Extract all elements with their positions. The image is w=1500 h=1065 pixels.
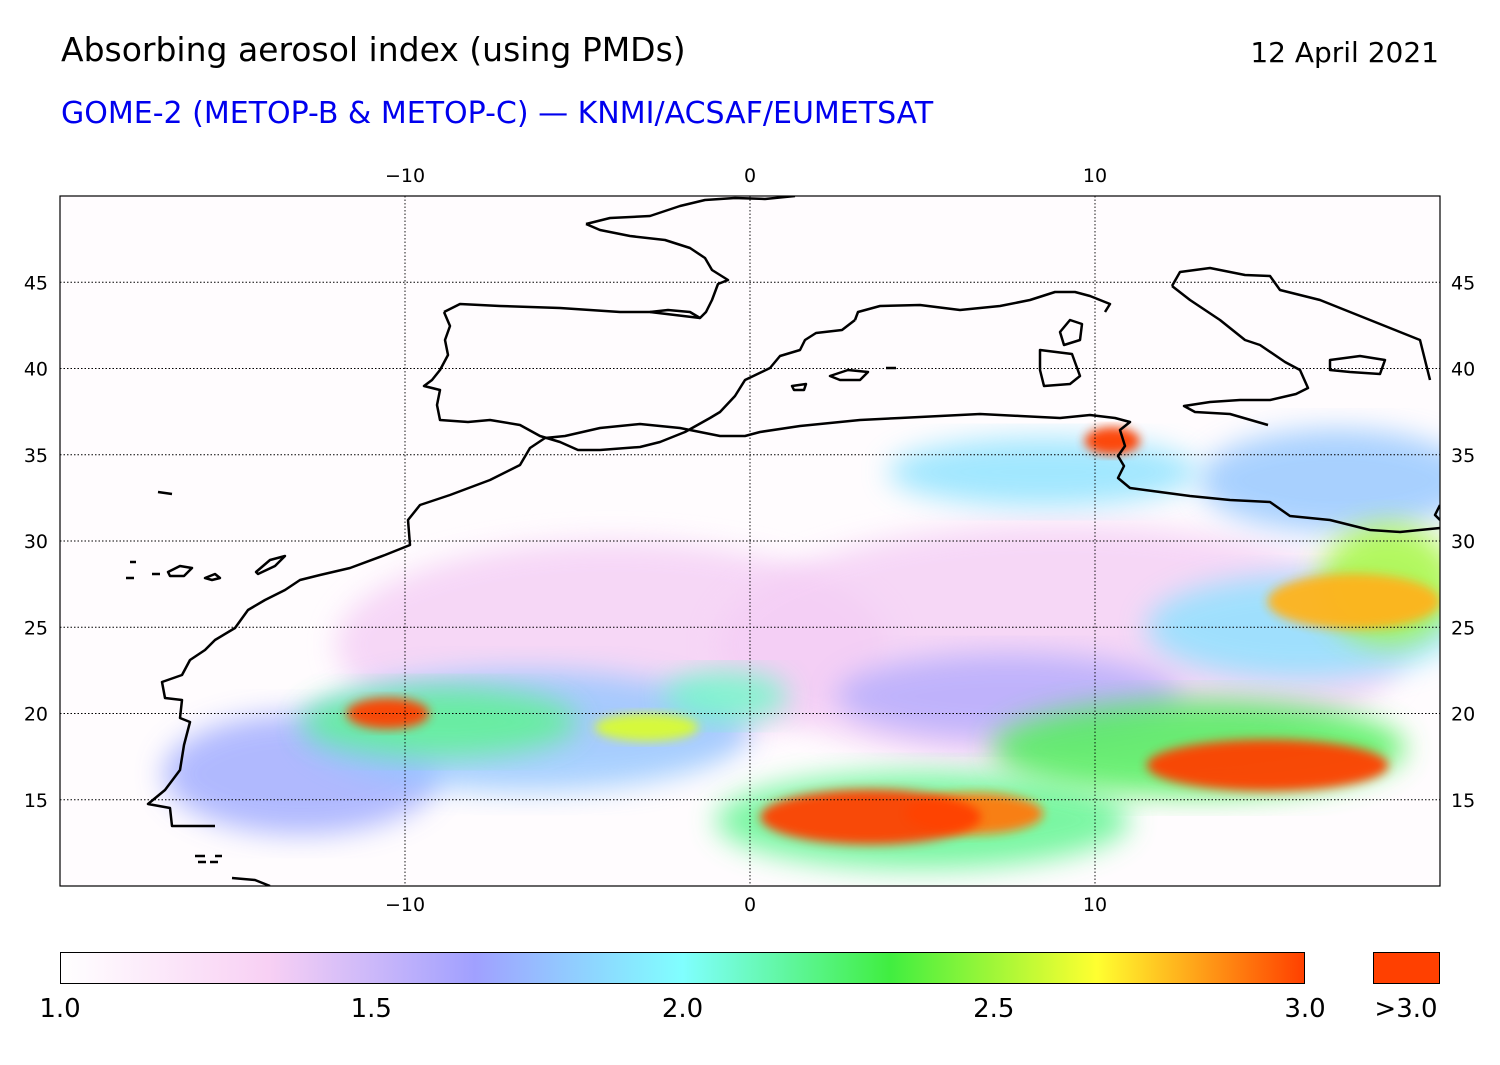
gridlines: [60, 196, 1440, 886]
lon-tick-top: −10: [385, 165, 425, 187]
coast-canaries: [254, 554, 287, 576]
colorbar-tick-label: 3.0: [1284, 994, 1326, 1024]
lat-tick-left: 40: [24, 359, 48, 381]
lon-tick-bottom: 0: [744, 894, 756, 916]
coast-france: [585, 196, 796, 320]
lat-tick-right: 30: [1451, 531, 1475, 553]
lon-tick-top: 0: [744, 165, 756, 187]
aerosol-plume-17: [1084, 427, 1140, 455]
colorbar-over-label: >3.0: [1374, 994, 1438, 1024]
coast-north-africa: [146, 412, 1440, 828]
colorbar-tick-label: 1.0: [39, 994, 81, 1024]
coast-italy: [1170, 266, 1432, 427]
map-subtitle: GOME-2 (METOP-B & METOP-C) — KNMI/ACSAF/…: [61, 96, 934, 131]
colorbar-over-box: [1373, 952, 1440, 984]
colorbar-tick-label: 1.5: [350, 994, 392, 1024]
coast-sardinia: [1038, 348, 1082, 388]
aerosol-plume-7: [888, 437, 1199, 507]
lon-tick-bottom: −10: [385, 894, 425, 916]
aerosol-plume-14: [1267, 573, 1440, 629]
colorbar-tick-label: 2.5: [973, 994, 1015, 1024]
lat-tick-left: 30: [24, 531, 48, 553]
coast-corsica: [1058, 318, 1084, 347]
lat-tick-right: 15: [1451, 790, 1475, 812]
lat-tick-right: 35: [1451, 445, 1475, 467]
lat-tick-right: 45: [1451, 272, 1475, 294]
colorbar-tick-label: 2.0: [661, 994, 704, 1024]
lat-tick-left: 15: [24, 790, 48, 812]
aerosol-plume-4: [1198, 428, 1440, 533]
aerosol-map: −10 −10 0 0 10 10 45 45 40 40 35 35 30 30 25 25 20 20 15 15: [24, 165, 1475, 916]
lat-tick-left: 35: [24, 445, 48, 467]
aerosol-plume-10: [301, 687, 578, 757]
lat-tick-right: 25: [1451, 617, 1475, 639]
lat-tick-right: 40: [1451, 359, 1475, 381]
aerosol-plume-18: [346, 697, 430, 730]
coast-madeira: [157, 490, 173, 496]
lon-tick-bottom: 10: [1083, 894, 1107, 916]
map-date: 12 April 2021: [1250, 36, 1439, 69]
aerosol-plume-16: [1146, 739, 1389, 792]
aerosol-plume-8: [663, 670, 788, 723]
map-frame: [59, 195, 1441, 887]
coast-mallorca: [828, 368, 870, 382]
coast-france-med: [853, 290, 1112, 321]
coastlines: [126, 196, 1440, 886]
lat-tick-left: 45: [24, 272, 48, 294]
colorbar: [60, 952, 1305, 984]
lon-tick-top: 10: [1083, 165, 1107, 187]
lat-tick-left: 25: [24, 617, 48, 639]
lat-tick-left: 20: [24, 704, 48, 726]
coast-iberia: [422, 302, 856, 452]
lat-tick-right: 20: [1451, 704, 1475, 726]
aerosol-plume-19: [760, 789, 982, 845]
aerosol-plume-13: [594, 713, 699, 742]
map-title: Absorbing aerosol index (using PMDs): [61, 30, 686, 69]
axis-ticks: −10 −10 0 0 10 10 45 45 40 40 35 35 30 30 25 25 20 20 15 15: [24, 165, 1475, 916]
